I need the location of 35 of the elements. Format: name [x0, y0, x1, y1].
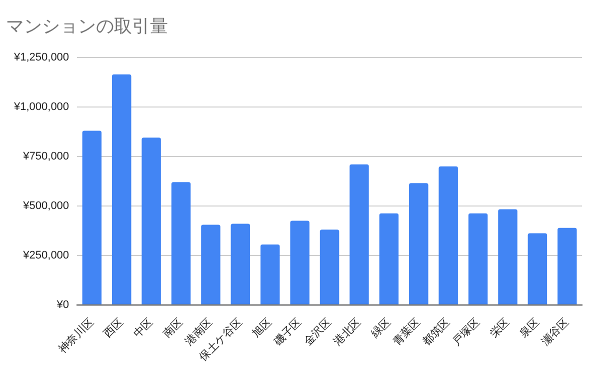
y-tick-label: ¥0	[56, 298, 70, 311]
x-tick-label: 戸塚区	[450, 316, 482, 348]
bar	[82, 130, 102, 304]
x-tick-label: 中区	[130, 316, 156, 340]
bar	[230, 224, 250, 304]
y-tick-label: ¥500,000	[22, 200, 70, 212]
x-tick-label: 瀬谷区	[540, 316, 572, 348]
bar	[171, 182, 191, 304]
bar	[558, 228, 577, 304]
bar	[350, 164, 369, 304]
x-tick-label: 西区	[102, 316, 126, 340]
x-tick-label: 南区	[160, 316, 186, 340]
x-tick-label: 都筑区	[420, 316, 453, 348]
y-tick-label: ¥250,000	[22, 249, 70, 262]
bar	[498, 209, 518, 304]
x-tick-label: 泉区	[518, 316, 542, 340]
bar	[112, 74, 132, 304]
x-tick-label: 栄区	[487, 316, 512, 340]
y-tick-label: ¥750,000	[22, 150, 70, 162]
y-tick-label: ¥1,000,000	[12, 101, 70, 114]
bar	[379, 213, 399, 304]
bar	[260, 244, 280, 304]
x-tick-label: 旭区	[250, 316, 274, 340]
x-tick-label: 磯子区	[272, 316, 304, 349]
bar	[528, 233, 548, 304]
bar	[409, 183, 428, 304]
bar	[201, 224, 220, 304]
bar	[142, 138, 161, 304]
x-tick-label: 神奈川区	[56, 316, 96, 356]
chart-title: マンションの取引量	[6, 16, 168, 36]
bar	[438, 166, 458, 304]
y-tick-label: ¥1,250,000	[12, 52, 70, 64]
bar	[320, 230, 340, 304]
bar	[290, 220, 310, 304]
bar	[468, 213, 488, 304]
